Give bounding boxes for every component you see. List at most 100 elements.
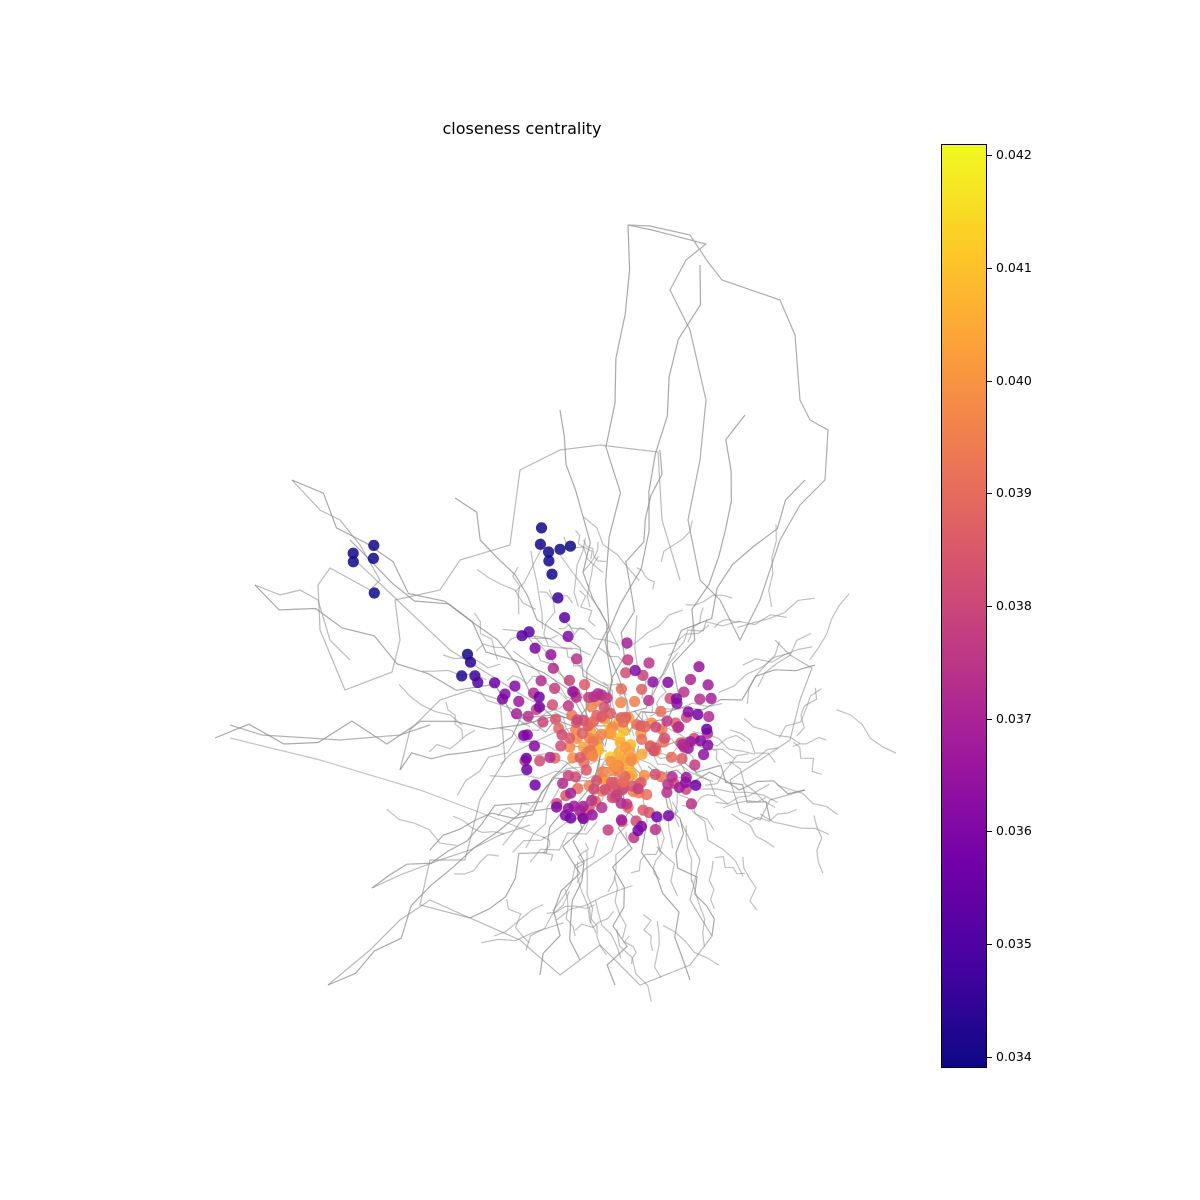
network-edge <box>742 646 813 666</box>
network-edge <box>559 409 628 730</box>
network-edge <box>776 784 839 816</box>
network-node <box>533 691 545 703</box>
network-edge <box>729 760 776 809</box>
network-edge <box>529 821 598 863</box>
network-edge <box>454 497 632 733</box>
network-edge <box>700 788 778 804</box>
network-node <box>555 740 567 752</box>
network-edge <box>667 801 679 849</box>
network-node <box>620 667 632 679</box>
network-edge <box>687 607 704 643</box>
network-edge <box>327 899 471 986</box>
colorbar-tick-label: 0.038 <box>996 598 1032 613</box>
network-nodes <box>347 522 717 844</box>
network-edge <box>229 737 546 839</box>
network-node <box>705 692 717 705</box>
network-node <box>662 810 675 822</box>
network-node <box>489 677 501 689</box>
network-edge <box>386 808 457 846</box>
network-node <box>546 568 558 580</box>
network-edge <box>327 760 591 986</box>
network-node <box>513 695 525 708</box>
network-node <box>562 700 575 712</box>
chart-title: closeness centrality <box>442 119 602 138</box>
network-edge <box>569 723 605 961</box>
network-node <box>562 769 575 782</box>
network-edge <box>718 652 792 693</box>
network-node <box>523 626 535 638</box>
network-node <box>554 543 566 555</box>
network-edge <box>757 632 812 688</box>
network-edge <box>643 914 654 952</box>
network-edge <box>607 831 629 893</box>
network-edge <box>499 727 557 752</box>
network-edge <box>836 709 897 754</box>
network-node <box>677 739 689 751</box>
network-edge <box>229 724 431 741</box>
colorbar-tick-label: 0.035 <box>996 936 1032 952</box>
network-edge <box>520 635 591 656</box>
network-node <box>586 809 598 821</box>
network-node <box>680 776 692 789</box>
network-node <box>528 740 541 752</box>
network-edge <box>653 921 662 979</box>
network-node <box>521 764 533 776</box>
network-node <box>585 701 598 713</box>
network-node <box>543 546 555 558</box>
colorbar-tick-label: 0.040 <box>996 372 1032 388</box>
network-node <box>367 552 379 565</box>
network-edge <box>680 746 729 805</box>
network-node <box>586 794 598 807</box>
colorbar-tick-mark <box>987 606 992 607</box>
network-edge <box>636 567 655 590</box>
network-edge <box>371 824 531 889</box>
network-node <box>557 777 569 790</box>
network-node <box>703 711 715 723</box>
network-edge <box>546 904 596 914</box>
network-node <box>693 661 705 673</box>
network-node <box>690 779 702 791</box>
network-edge <box>746 641 781 704</box>
network-node <box>545 649 557 661</box>
colorbar-tick-mark <box>987 493 992 495</box>
network-node <box>615 697 627 709</box>
network-node <box>564 540 577 552</box>
network-node <box>601 692 613 704</box>
network-node <box>651 811 663 823</box>
network-node <box>692 708 704 721</box>
network-node <box>702 679 714 691</box>
network-node <box>662 676 674 689</box>
colorbar-tick-label: 0.041 <box>996 259 1032 275</box>
network-node <box>368 587 380 599</box>
network-node <box>689 759 701 771</box>
network-edge <box>579 590 596 627</box>
network-node <box>610 760 622 772</box>
colorbar-tick-mark <box>987 155 992 157</box>
network-node <box>577 800 589 813</box>
network-edge <box>660 520 693 563</box>
network-node <box>537 716 549 728</box>
network-edge <box>691 879 706 947</box>
colorbar-tick-mark <box>987 1056 992 1058</box>
network-node <box>629 664 641 677</box>
network-node <box>564 741 576 753</box>
network-node <box>694 693 706 705</box>
network-node <box>650 721 662 733</box>
network-node <box>636 733 648 746</box>
network-edge <box>809 593 850 661</box>
network-edge <box>371 757 590 889</box>
colorbar-tick-label: 0.039 <box>996 485 1032 501</box>
network-node <box>510 708 523 720</box>
network-node <box>596 802 608 814</box>
network-edge <box>477 569 537 610</box>
network-node <box>617 716 629 728</box>
network-node <box>577 812 589 825</box>
network-node <box>661 786 673 799</box>
network-edge <box>715 783 770 805</box>
network-node <box>625 755 637 767</box>
network-node <box>520 752 533 764</box>
network-edge <box>685 825 693 883</box>
network-node <box>368 539 380 552</box>
network-node <box>547 662 559 674</box>
